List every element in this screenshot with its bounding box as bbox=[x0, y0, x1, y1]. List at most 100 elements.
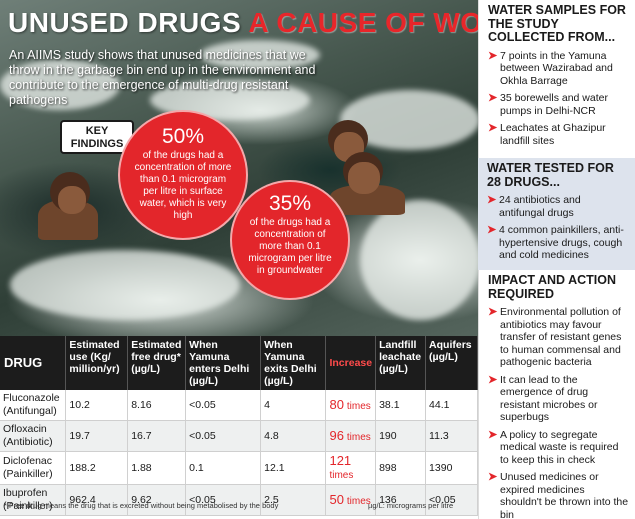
bullet-arrow-icon: ➤ bbox=[488, 373, 498, 386]
list-item-text: Leachates at Ghazipur landfill sites bbox=[500, 122, 606, 147]
list-item: ➤ 24 antibiotics and antifungal drugs bbox=[487, 194, 629, 219]
list-item: ➤ A policy to segregate medical waste is … bbox=[488, 429, 629, 467]
list-item-text: 24 antibiotics and antifungal drugs bbox=[499, 194, 581, 219]
cell-exits: 2.5 bbox=[260, 484, 327, 516]
increase-value: 50 bbox=[329, 491, 344, 507]
cell-aquifers: 1390 bbox=[425, 451, 478, 485]
sidebar: WATER SAMPLES FOR THE STUDY COLLECTED FR… bbox=[478, 0, 635, 519]
cell-enters: <0.05 bbox=[185, 390, 262, 421]
impact-list: ➤ Environmental pollution of antibiotics … bbox=[488, 306, 629, 519]
cell-drug: Ofloxacin (Antibiotic) bbox=[0, 420, 67, 452]
list-item: ➤ 7 points in the Yamuna between Waziraba… bbox=[488, 50, 629, 88]
cell-landfill: 38.1 bbox=[375, 390, 427, 421]
cell-increase: 96 times bbox=[325, 420, 377, 452]
cell-increase: 121 times bbox=[325, 451, 377, 485]
col-estimated-use: Estimated use (Kg/ million/yr) bbox=[65, 336, 129, 390]
col-free-drug: Estimated free drug* (µg/L) bbox=[127, 336, 187, 390]
list-item-text: It can lead to the emergence of drug res… bbox=[500, 373, 598, 424]
key-findings-line1: KEY bbox=[85, 125, 109, 137]
drug-type: (Painkiller) bbox=[3, 468, 53, 480]
col-drug: DRUG bbox=[0, 336, 67, 390]
headline: UNUSED DRUGS A CAUSE OF WORRY bbox=[8, 9, 478, 37]
increase-times: times bbox=[329, 470, 354, 481]
cell-exits: 4.8 bbox=[260, 420, 327, 452]
list-item: ➤ Unused medicines or expired medicines s… bbox=[488, 471, 629, 519]
cell-use: 10.2 bbox=[65, 390, 129, 421]
samples-list: ➤ 7 points in the Yamuna between Waziraba… bbox=[488, 50, 629, 148]
list-item: ➤ 4 common painkillers, anti-hypertensive… bbox=[487, 224, 629, 262]
bullet-arrow-icon: ➤ bbox=[487, 224, 497, 236]
tested-section: WATER TESTED FOR 28 DRUGS... ➤ 24 antibio… bbox=[478, 158, 635, 270]
cell-landfill: 136 bbox=[375, 484, 427, 516]
drug-name: Ofloxacin bbox=[3, 423, 47, 435]
col-increase: Increase bbox=[325, 336, 377, 390]
tested-list: ➤ 24 antibiotics and antifungal drugs ➤ 4 … bbox=[487, 194, 629, 262]
table-header-row: DRUG Estimated use (Kg/ million/yr) Esti… bbox=[0, 336, 478, 390]
units-note: µg/L: micrograms per litre bbox=[368, 501, 454, 510]
table-row: Diclofenac (Painkiller) 188.2 1.88 0.1 12… bbox=[0, 451, 478, 485]
col-aquifers: Aquifers (µg/L) bbox=[425, 336, 478, 390]
drug-name: Fluconazole bbox=[3, 392, 60, 404]
cell-aquifers: 11.3 bbox=[425, 420, 478, 452]
cell-free: 8.16 bbox=[127, 390, 187, 421]
cell-enters: <0.05 bbox=[185, 420, 262, 452]
cell-enters: 0.1 bbox=[185, 451, 262, 485]
drug-name: Ibuprofen bbox=[3, 487, 48, 499]
cell-landfill: 190 bbox=[375, 420, 427, 452]
drug-concentration-table: DRUG Estimated use (Kg/ million/yr) Esti… bbox=[0, 336, 478, 516]
footnote: * Free drug means the drug that is excre… bbox=[4, 501, 279, 510]
table-row: Ofloxacin (Antibiotic) 19.7 16.7 <0.05 4.… bbox=[0, 420, 478, 452]
list-item-text: 35 borewells and water pumps in Delhi-NC… bbox=[500, 92, 608, 117]
stat-ground-pct: 35% bbox=[268, 192, 312, 215]
cell-increase: 50 times bbox=[325, 484, 377, 516]
list-item: ➤ 35 borewells and water pumps in Delhi-N… bbox=[488, 92, 629, 117]
stat-ground-desc: of the drugs had a concentration of more… bbox=[248, 217, 332, 276]
list-item: ➤ Environmental pollution of antibiotics … bbox=[488, 306, 629, 369]
list-item: ➤ Leachates at Ghazipur landfill sites bbox=[488, 122, 629, 147]
cell-drug: Fluconazole (Antifungal) bbox=[0, 390, 67, 421]
cell-enters: <0.05 bbox=[185, 484, 262, 516]
cell-free: 1.88 bbox=[127, 451, 187, 485]
increase-times: times bbox=[346, 400, 371, 412]
col-landfill: Landfill leachate (µg/L) bbox=[375, 336, 427, 390]
cell-aquifers: <0.05 bbox=[425, 484, 478, 516]
bullet-arrow-icon: ➤ bbox=[488, 92, 498, 104]
increase-times: times bbox=[346, 431, 371, 443]
intro-text: An AIIMS study shows that unused medicin… bbox=[9, 48, 316, 107]
cell-exits: 4 bbox=[260, 390, 327, 421]
table-row: Fluconazole (Antifungal) 10.2 8.16 <0.05 … bbox=[0, 390, 478, 421]
cell-aquifers: 44.1 bbox=[425, 390, 478, 421]
stat-circle-surface-water: 50% of the drugs had a concentration of … bbox=[118, 110, 248, 240]
list-item-text: 4 common painkillers, anti-hypertensive … bbox=[499, 224, 624, 261]
tested-title: WATER TESTED FOR 28 DRUGS... bbox=[487, 161, 614, 189]
bullet-arrow-icon: ➤ bbox=[488, 122, 498, 134]
cell-free: 9.62 bbox=[127, 484, 187, 516]
col-exits-delhi: When Yamuna exits Delhi (µg/L) bbox=[260, 336, 327, 390]
cell-use: 19.7 bbox=[65, 420, 129, 452]
headline-white: UNUSED DRUGS bbox=[8, 7, 242, 38]
samples-section: WATER SAMPLES FOR THE STUDY COLLECTED FR… bbox=[478, 0, 635, 158]
drug-name: Diclofenac bbox=[3, 455, 53, 467]
list-item-text: 7 points in the Yamuna between Wazirabad… bbox=[500, 49, 613, 87]
key-findings-badge: KEY FINDINGS bbox=[60, 120, 134, 154]
river-photo: UNUSED DRUGS A CAUSE OF WORRY An AIIMS s… bbox=[0, 0, 478, 336]
bullet-arrow-icon: ➤ bbox=[488, 306, 498, 318]
bullet-arrow-icon: ➤ bbox=[488, 471, 498, 483]
drug-type: (Antibiotic) bbox=[3, 436, 53, 448]
increase-times: times bbox=[346, 495, 371, 507]
cell-drug: Ibuprofen (Painkiller) bbox=[0, 484, 67, 516]
cell-increase: 80 times bbox=[325, 390, 377, 421]
bullet-arrow-icon: ➤ bbox=[488, 428, 498, 441]
cell-drug: Diclofenac (Painkiller) bbox=[0, 451, 67, 485]
cell-landfill: 898 bbox=[375, 451, 427, 485]
key-findings-line2: FINDINGS bbox=[70, 138, 124, 150]
stat-surface-pct: 50% bbox=[161, 125, 205, 148]
cell-free: 16.7 bbox=[127, 420, 187, 452]
table-row: Ibuprofen (Painkiller) 962.4 9.62 <0.05 2… bbox=[0, 484, 478, 516]
drug-type: (Antifungal) bbox=[3, 405, 57, 417]
bullet-arrow-icon: ➤ bbox=[488, 49, 498, 62]
bullet-arrow-icon: ➤ bbox=[487, 194, 497, 206]
drug-type: (Painkiller) bbox=[3, 500, 53, 512]
impact-section: IMPACT AND ACTION REQUIRED ➤ Environmenta… bbox=[478, 270, 635, 519]
increase-value: 96 bbox=[329, 427, 344, 443]
